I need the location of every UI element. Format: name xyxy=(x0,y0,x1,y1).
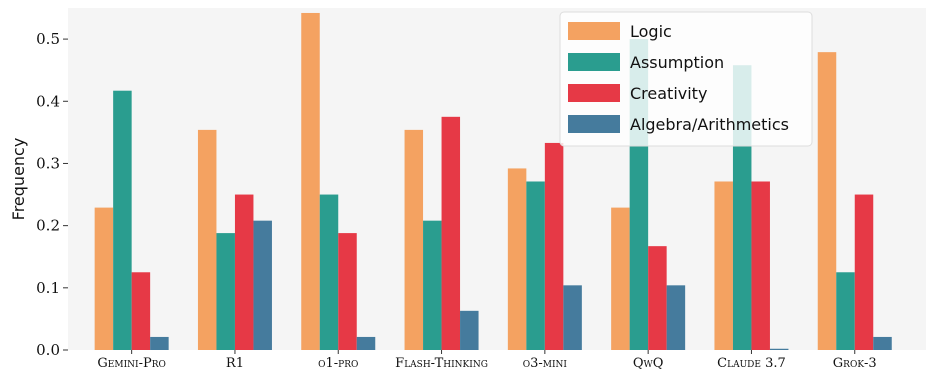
bar-assumption-flash-thinking xyxy=(423,220,442,350)
bar-creativity-o3-mini xyxy=(544,142,564,350)
x-axis: Gemini-Pro R1 o1-pro Flash-Thinking o3-mini Q… xyxy=(97,350,877,370)
x-tick-label: Gemini-Pro xyxy=(97,356,165,370)
y-tick-label: 0.4 xyxy=(36,92,60,110)
bar-assumption-gemini-pro xyxy=(113,90,132,350)
bar-algebra-arithmetics-qwq xyxy=(666,285,686,350)
x-tick-label: o1-pro xyxy=(318,356,358,370)
bar-algebra-arithmetics-o1-pro xyxy=(356,336,376,350)
bar-algebra-arithmetics-grok-3 xyxy=(873,336,892,350)
y-tick-label: 0.1 xyxy=(36,279,60,297)
bar-creativity-qwq xyxy=(648,246,667,350)
bar-assumption-grok-3 xyxy=(836,272,855,350)
bar-algebra-arithmetics-gemini-pro xyxy=(150,336,169,350)
bar-creativity-r1 xyxy=(234,194,254,350)
bar-logic-gemini-pro xyxy=(94,207,114,350)
bar-logic-o1-pro xyxy=(301,12,320,350)
x-tick-label: Claude 3.7 xyxy=(717,356,786,370)
legend-label: Creativity xyxy=(630,84,707,103)
y-tick-label: 0.2 xyxy=(36,217,60,235)
y-tick-label: 0.3 xyxy=(36,154,60,172)
legend-swatch xyxy=(568,115,620,133)
bar-algebra-arithmetics-flash-thinking xyxy=(460,310,479,350)
bar-algebra-arithmetics-o3-mini xyxy=(563,285,582,350)
x-tick-label: o3-mini xyxy=(523,356,568,370)
bar-creativity-flash-thinking xyxy=(441,116,461,350)
bar-assumption-r1 xyxy=(216,233,235,350)
bar-logic-r1 xyxy=(197,129,217,350)
bars xyxy=(94,12,892,351)
x-tick-label: Grok-3 xyxy=(833,356,877,370)
bar-logic-qwq xyxy=(611,207,630,350)
legend-box xyxy=(559,11,813,147)
bar-assumption-o1-pro xyxy=(319,194,339,350)
legend-label: Logic xyxy=(630,22,672,41)
legend: Logic Assumption Creativity Algebra/Arithme… xyxy=(559,11,813,147)
bar-creativity-o1-pro xyxy=(338,233,357,350)
y-axis: 0.0 0.1 0.2 0.3 0.4 0.5 xyxy=(36,30,68,359)
bar-logic-grok-3 xyxy=(817,52,837,351)
bar-logic-flash-thinking xyxy=(404,129,424,350)
legend-label: Assumption xyxy=(630,53,724,72)
y-axis-title: Frequency xyxy=(9,138,28,221)
y-tick-label: 0.5 xyxy=(36,30,60,48)
bar-creativity-gemini-pro xyxy=(131,272,151,350)
bar-algebra-arithmetics-claude-3-7 xyxy=(769,348,789,350)
legend-swatch xyxy=(568,84,620,102)
x-tick-label: Flash-Thinking xyxy=(395,356,488,370)
legend-swatch xyxy=(568,53,620,71)
legend-swatch xyxy=(568,22,620,40)
bar-logic-o3-mini xyxy=(507,168,527,350)
x-tick-label: QwQ xyxy=(633,356,664,370)
bar-assumption-o3-mini xyxy=(526,181,545,350)
y-tick-label: 0.0 xyxy=(36,341,60,359)
legend-label: Algebra/Arithmetics xyxy=(630,115,789,134)
x-tick-label: R1 xyxy=(226,356,244,370)
bar-creativity-claude-3-7 xyxy=(751,181,770,350)
bar-logic-claude-3-7 xyxy=(714,181,733,350)
bar-algebra-arithmetics-r1 xyxy=(253,220,272,350)
bar-creativity-grok-3 xyxy=(854,194,874,350)
